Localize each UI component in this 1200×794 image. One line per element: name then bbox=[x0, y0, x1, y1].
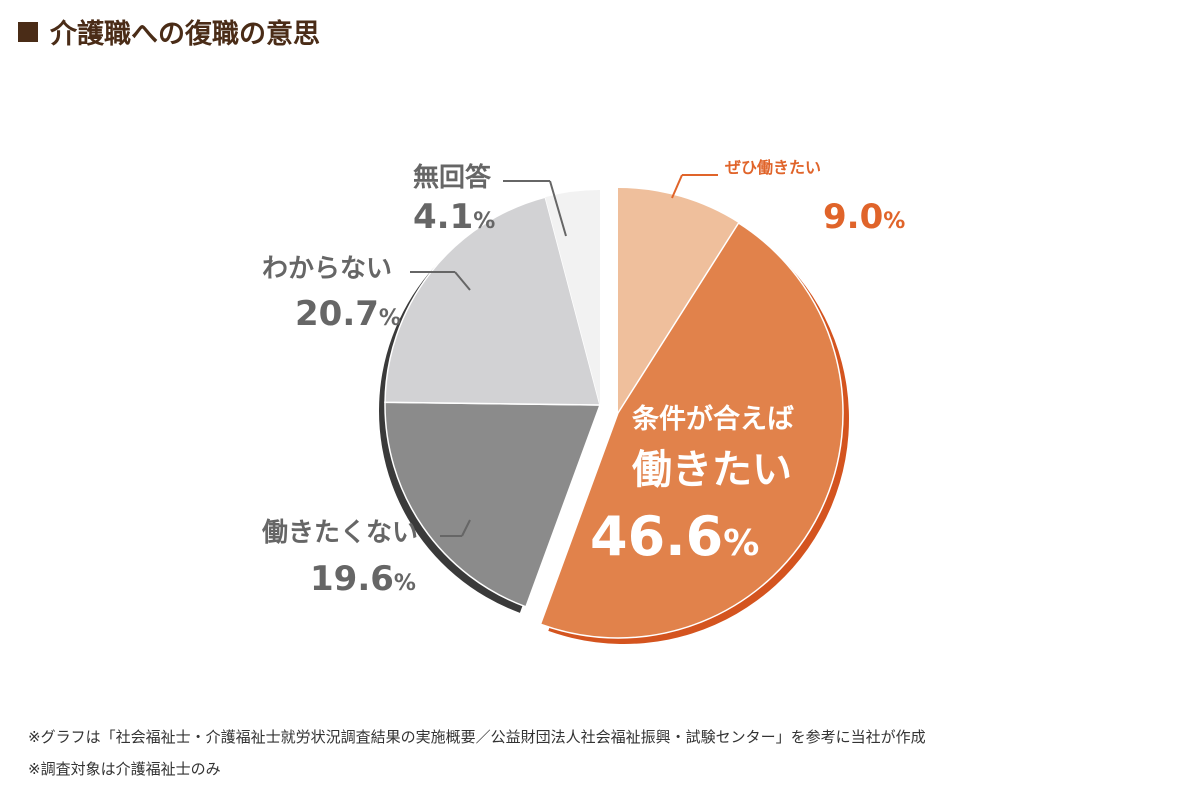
label-zehi-value: 9.0% bbox=[823, 197, 906, 237]
label-hataraki-category: 働きたくない bbox=[262, 518, 419, 548]
pie-slice-3 bbox=[384, 401, 602, 608]
label-zehi-category: ぜひ働きたい bbox=[725, 158, 822, 177]
title-text: 介護職への復職の意思 bbox=[50, 19, 320, 50]
label-mukaitou-value: 4.1% bbox=[413, 197, 496, 237]
pie-slice-5 bbox=[545, 190, 600, 405]
leader-wakaranai bbox=[454, 271, 471, 291]
page-title: 介護職への復職の意思 bbox=[18, 12, 320, 51]
label-jouken-category-line2: 働きたい bbox=[632, 447, 792, 493]
label-wakaranai-value: 20.7% bbox=[295, 294, 401, 334]
label-wakaranai-category: わからない bbox=[262, 254, 393, 284]
leader-zehi bbox=[671, 174, 683, 199]
label-hataraki-value: 19.6% bbox=[310, 559, 416, 599]
label-mukaitou-category: 無回答 bbox=[413, 163, 492, 193]
leader-hataraki bbox=[461, 519, 471, 537]
pie-slice-2 bbox=[539, 221, 844, 639]
pie-slice-1 bbox=[618, 188, 739, 413]
leader-mukaitou bbox=[549, 180, 567, 237]
label-jouken-category-line1: 条件が合えば bbox=[632, 404, 794, 435]
footnote-scope: ※調査対象は介護福祉士のみ bbox=[28, 760, 221, 778]
title-square-icon bbox=[18, 21, 38, 42]
label-jouken-value: 46.6% bbox=[590, 505, 760, 568]
footnote-source: ※グラフは「社会福祉士・介護福祉士就労状況調査結果の実施概要／公益財団法人社会福… bbox=[28, 728, 926, 746]
